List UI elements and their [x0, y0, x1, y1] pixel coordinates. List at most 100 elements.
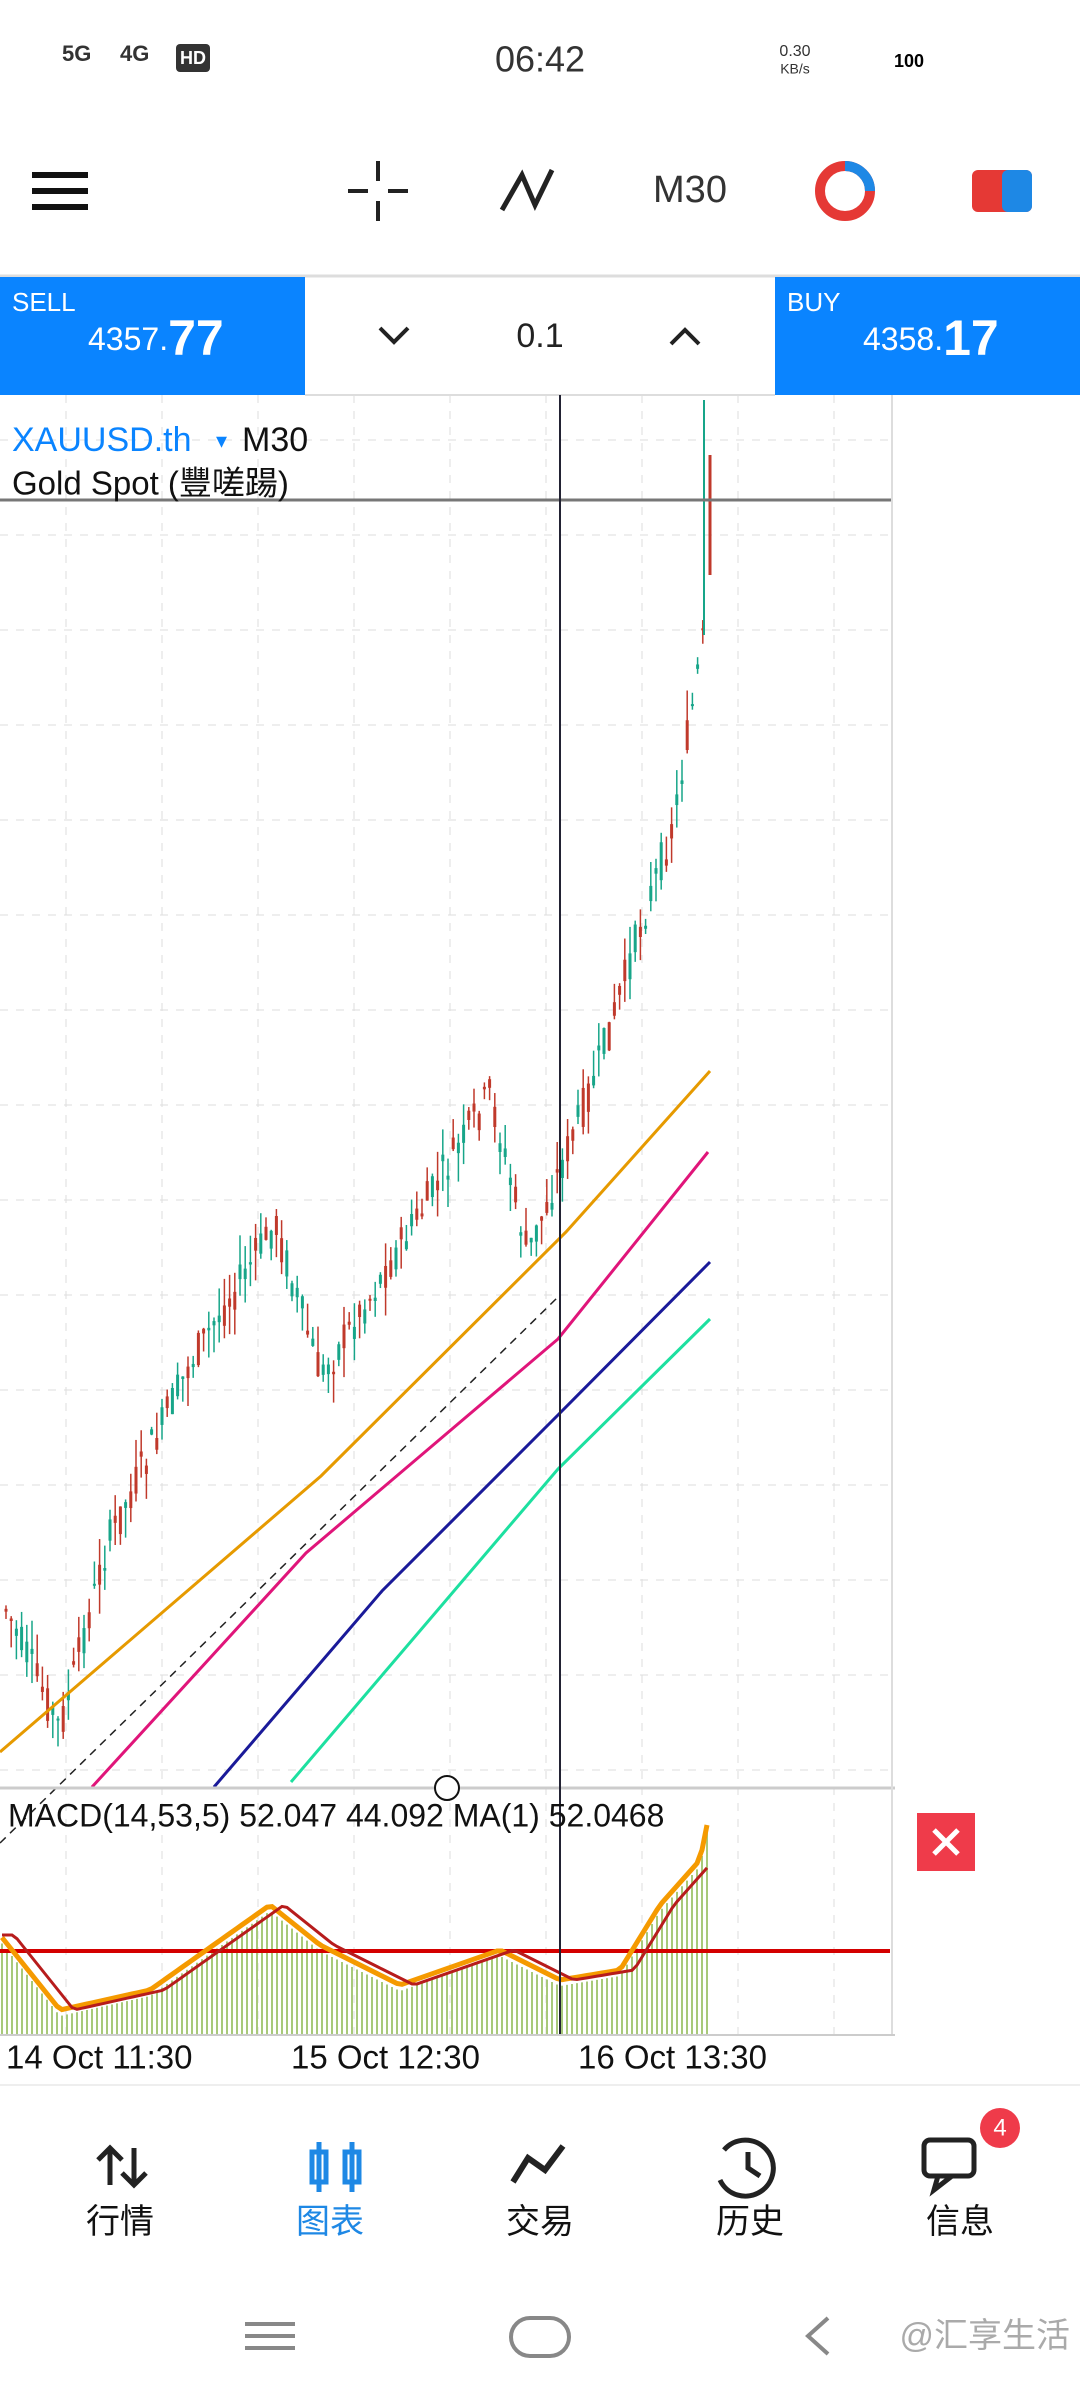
pane-handle[interactable] — [434, 1775, 460, 1801]
symbol[interactable]: XAUUSD.th — [12, 421, 192, 459]
candle-body — [363, 1309, 367, 1324]
lot[interactable]: 0.1 — [516, 317, 563, 355]
candle-body — [352, 1326, 356, 1339]
candle-body — [597, 1045, 601, 1051]
candle-body — [441, 1154, 445, 1162]
candle-body — [451, 1137, 455, 1150]
candle-body — [82, 1628, 86, 1654]
candle-body — [550, 1202, 554, 1210]
candle-body — [696, 664, 700, 669]
candle-body — [176, 1374, 180, 1397]
candle-body — [129, 1491, 133, 1509]
sys-back[interactable] — [805, 2316, 830, 2356]
candle-body — [654, 868, 658, 874]
candle-body — [534, 1225, 538, 1242]
candle-body — [274, 1216, 278, 1235]
tab-label: 历史 — [716, 2203, 784, 2241]
badge-count: 4 — [993, 2114, 1006, 2141]
sell-button[interactable] — [0, 277, 305, 395]
crosshair-icon[interactable] — [348, 161, 408, 221]
sys-menu[interactable] — [245, 2322, 295, 2350]
tab-icon — [921, 2137, 977, 2197]
net: 4G — [120, 41, 149, 66]
candle-body — [202, 1328, 206, 1334]
candle-body — [332, 1371, 336, 1375]
clock-icon-part — [844, 161, 875, 192]
buy-button[interactable] — [775, 277, 1080, 395]
candle-body — [98, 1564, 102, 1585]
candle-body — [165, 1396, 169, 1409]
ma-navy — [212, 1260, 712, 1788]
candle-body — [228, 1298, 232, 1307]
candle-body — [87, 1612, 91, 1629]
net: HD — [180, 48, 206, 68]
badge — [980, 2108, 1020, 2148]
candle-body — [581, 1087, 585, 1127]
candle-body — [493, 1106, 497, 1128]
candle-body — [326, 1364, 330, 1375]
candle-body — [35, 1663, 39, 1677]
candle-body — [420, 1213, 424, 1217]
candle-body — [217, 1315, 221, 1323]
candle-body — [14, 1628, 18, 1636]
candle-body — [238, 1264, 242, 1280]
indicator-icon[interactable] — [499, 168, 555, 212]
symbol-arrow[interactable]: ▾ — [216, 428, 227, 453]
lot-down[interactable] — [378, 326, 410, 345]
date-label: 16 Oct 13:30 — [578, 2039, 767, 2076]
watermark: @汇享生活 — [899, 2317, 1070, 2355]
candle-body — [191, 1363, 195, 1368]
candle-body — [514, 1186, 518, 1203]
trend-line — [0, 1296, 559, 1844]
candle-body — [472, 1103, 476, 1112]
tab-icon — [96, 2144, 148, 2189]
candle-body — [373, 1297, 377, 1302]
candle-body — [306, 1330, 310, 1335]
candle-body — [212, 1321, 216, 1326]
candle-body — [51, 1706, 55, 1715]
tab-icon — [309, 2142, 362, 2192]
ma-teal — [289, 1317, 712, 1783]
candle-body — [566, 1136, 570, 1162]
candle-body — [368, 1298, 372, 1301]
candle-body — [519, 1232, 523, 1236]
candle-body — [113, 1515, 117, 1523]
candle-body — [155, 1437, 159, 1450]
candle-body — [664, 859, 668, 866]
speed-unit: KB/s — [780, 61, 810, 77]
candle-body — [508, 1177, 512, 1186]
candle-body — [139, 1451, 143, 1457]
sys-home[interactable] — [509, 2316, 571, 2358]
lot-up[interactable] — [669, 327, 701, 346]
buy-price: 4358.17 — [863, 310, 999, 366]
candle-body — [46, 1688, 50, 1721]
tab-icon — [510, 2144, 566, 2184]
candles — [4, 400, 712, 1747]
candle-body — [347, 1321, 351, 1325]
candle-body — [170, 1387, 174, 1415]
sell-price: 4357.77 — [88, 310, 224, 366]
date-label: 15 Oct 12:30 — [291, 2039, 480, 2076]
candle-body — [30, 1648, 34, 1654]
menu-icon[interactable] — [32, 172, 88, 210]
candle-body — [66, 1692, 70, 1701]
candle-body — [633, 924, 637, 953]
candle-body — [701, 628, 705, 631]
candle-body — [415, 1208, 419, 1220]
macd-label: MACD(14,53,5) 52.047 44.092 MA(1) 52.046… — [8, 1797, 664, 1833]
candle-body — [342, 1324, 346, 1349]
date-label: 14 Oct 11:30 — [6, 2039, 193, 2076]
candle-body — [72, 1661, 76, 1665]
candle-body — [254, 1237, 258, 1251]
candle-body — [285, 1250, 289, 1277]
candle-body — [186, 1366, 190, 1379]
candle-body — [467, 1110, 471, 1120]
candle-body — [555, 1169, 559, 1173]
candle-body — [644, 925, 648, 929]
timeframe-button[interactable]: M30 — [653, 169, 727, 211]
candle-body — [92, 1583, 96, 1586]
close-x — [932, 1828, 960, 1856]
candle-body — [524, 1230, 528, 1245]
candle-body — [77, 1637, 81, 1652]
